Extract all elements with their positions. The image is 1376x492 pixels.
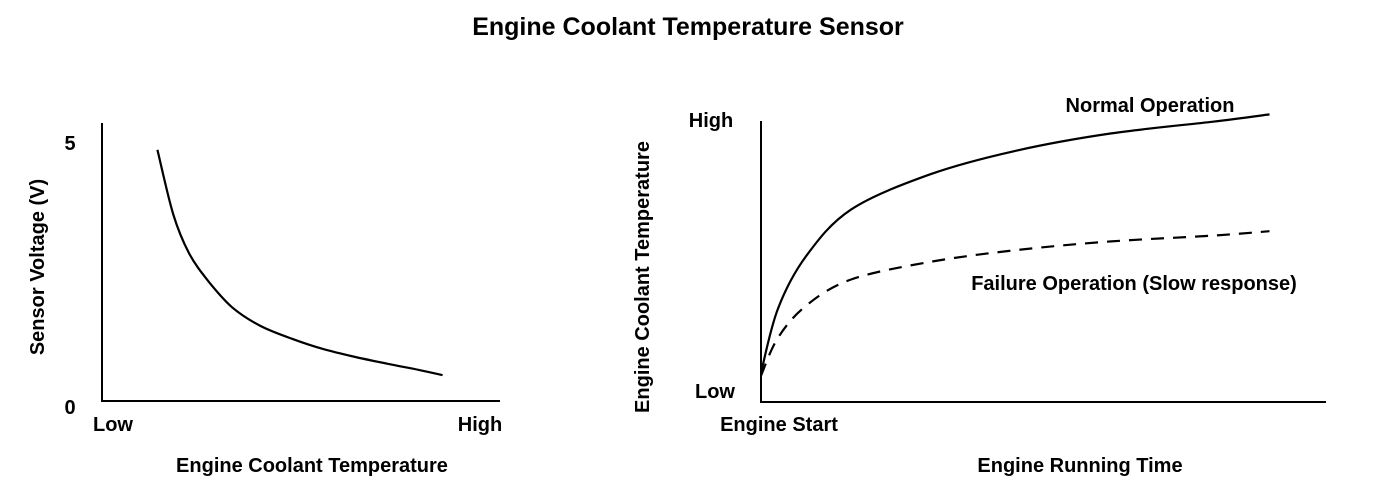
normal-operation-label: Normal Operation [1066, 95, 1235, 117]
temperature-chart: High Low Engine Start Engine Running Tim… [632, 95, 1326, 477]
y-axis-title: Sensor Voltage (V) [27, 179, 49, 355]
normal-operation-line [759, 113, 1270, 374]
y-tick-label-low: Low [695, 381, 735, 403]
x-axis-title: Engine Running Time [977, 455, 1182, 477]
failure-operation-line [759, 230, 1270, 377]
voltage-chart: 5 0 Low High Engine Coolant Temperature … [27, 123, 502, 477]
y-tick-label-high: High [689, 110, 733, 132]
x-axis-title: Engine Coolant Temperature [176, 455, 448, 477]
y-tick-label-0: 0 [64, 397, 75, 419]
x-tick-label-high: High [458, 414, 502, 436]
y-axis-title: Engine Coolant Temperature [632, 141, 654, 413]
x-tick-label-low: Low [93, 414, 133, 436]
x-tick-label-engine-start: Engine Start [720, 414, 838, 436]
y-tick-label-5: 5 [64, 133, 75, 155]
failure-operation-label: Failure Operation (Slow response) [971, 273, 1297, 295]
voltage-curve [156, 149, 443, 377]
figure-title: Engine Coolant Temperature Sensor [472, 13, 904, 41]
